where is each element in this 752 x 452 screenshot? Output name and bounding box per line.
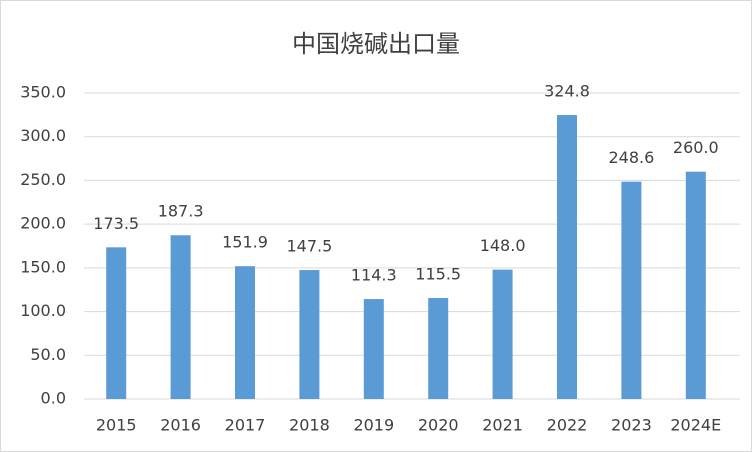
x-tick-label: 2022 [547,416,588,435]
y-tick-label: 200.0 [20,214,66,233]
bar [235,266,255,399]
x-tick-label: 2015 [96,416,137,435]
y-tick-label: 50.0 [30,345,66,364]
y-tick-label: 0.0 [41,389,66,408]
x-tick-label: 2016 [160,416,201,435]
y-tick-label: 250.0 [20,170,66,189]
data-label: 248.6 [608,148,654,167]
y-tick-label: 300.0 [20,126,66,145]
y-tick-label: 100.0 [20,301,66,320]
data-label: 114.3 [351,266,397,285]
y-tick-label: 150.0 [20,257,66,276]
data-label: 324.8 [544,82,590,101]
data-label: 187.3 [158,202,204,221]
data-label: 147.5 [286,237,332,256]
bar [106,247,127,399]
x-tick-label: 2023 [611,416,652,435]
bar [685,171,706,399]
bar [170,235,191,399]
chart-title: 中国烧碱出口量 [292,30,460,58]
bar [621,181,642,399]
data-label: 148.0 [480,236,526,255]
bar [299,270,320,399]
bar [557,115,577,400]
x-tick-label: 2021 [482,416,523,435]
data-label: 260.0 [673,138,719,157]
data-label: 173.5 [93,214,139,233]
x-tick-label: 2017 [225,416,266,435]
bar [428,298,449,399]
data-label: 151.9 [222,233,268,252]
bar [363,299,384,399]
y-tick-label: 350.0 [20,83,66,102]
data-label: 115.5 [415,265,461,284]
x-tick-label: 2024E [670,416,721,435]
x-tick-label: 2018 [289,416,330,435]
x-tick-label: 2019 [353,416,394,435]
x-tick-label: 2020 [418,416,459,435]
bar [492,269,513,399]
